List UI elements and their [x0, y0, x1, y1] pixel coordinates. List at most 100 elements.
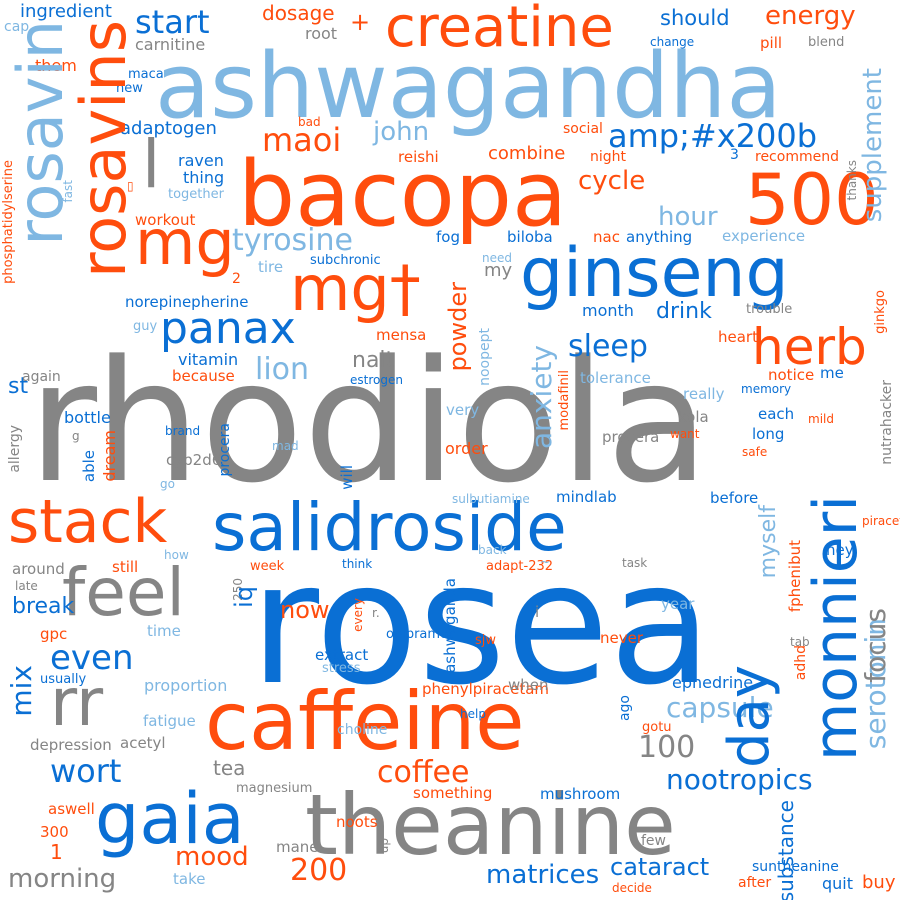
word-experience: experience	[722, 227, 806, 245]
word-vitamin: vitamin	[178, 350, 239, 369]
word-ashwaganda: ashwaganda	[441, 578, 459, 673]
word-trouble: trouble	[746, 302, 793, 317]
word-noots: 300	[40, 823, 69, 841]
word-carnitine: carnitine	[135, 35, 206, 54]
word-my: my	[484, 260, 513, 281]
word-rr: rr	[50, 664, 104, 741]
word-reishi: reishi	[398, 148, 439, 166]
word-tyrosine: tyrosine	[232, 223, 353, 258]
word-r-dot: i	[535, 603, 540, 621]
word-tab: sjw	[475, 633, 497, 648]
word-2: 2	[232, 271, 241, 287]
word-mood: 1	[50, 840, 63, 864]
word-l: l	[142, 126, 161, 203]
word-them: them	[35, 56, 77, 75]
word-dream: dream	[100, 430, 119, 482]
word-coffee: wort	[50, 752, 122, 790]
word-workout: workout	[135, 211, 196, 229]
word-help: fatigue	[143, 712, 196, 730]
word-now: break	[12, 594, 75, 619]
word-fast: fast	[61, 180, 75, 203]
word-mushroom: something	[413, 784, 493, 802]
word-3: 3	[730, 147, 739, 163]
word-g: g	[72, 429, 80, 443]
word-tolerance: tolerance	[580, 369, 651, 387]
word-serotonin: before	[710, 489, 759, 507]
word-noopept: noopept	[477, 328, 493, 386]
word-gaia: gaia	[95, 778, 245, 860]
word-task: adapt-232	[486, 559, 554, 574]
word-rosavin: rosavin	[4, 20, 77, 246]
word-mad: brand	[165, 424, 201, 438]
word-every: time	[147, 622, 181, 640]
word-want: long	[752, 425, 785, 443]
word-estrogen: estrogen	[350, 373, 403, 387]
word-dosage: dosage	[262, 1, 335, 25]
word-need: need	[482, 251, 512, 265]
word-usually: never	[600, 629, 644, 647]
word-back: how	[164, 548, 189, 562]
word-theanine: theanine	[305, 776, 676, 874]
word-caffeine: caffeine	[205, 675, 525, 768]
word-mg-dagger: mg†	[290, 252, 421, 325]
word-modafinil: modafinil	[557, 370, 572, 431]
word-long: procera	[602, 428, 660, 446]
word-ginseng: ginseng	[520, 234, 789, 313]
word-order: want	[670, 427, 700, 441]
word-morning: cataract	[610, 853, 710, 881]
word-start: start	[135, 3, 210, 41]
word-choline: acetyl	[120, 734, 166, 752]
word-tire: tire	[258, 258, 284, 276]
word-something: magnesium	[236, 781, 313, 796]
word-out: buy	[862, 872, 896, 893]
word-new: new	[116, 81, 143, 96]
word-bottle: bottle	[64, 408, 111, 427]
word-stress: extract	[315, 646, 369, 664]
word-anxiety: anxiety	[525, 345, 558, 450]
word-safe: order	[445, 439, 488, 458]
word-because: because	[172, 367, 235, 385]
word-rhodiola: rhodiola	[28, 324, 710, 520]
word-1: few	[641, 833, 666, 849]
word-ingredient: ingredient	[20, 1, 112, 22]
word-norepinepherine: norepinepherine	[125, 293, 249, 311]
word-never: stress	[322, 661, 361, 676]
word-supplement: supplement	[858, 68, 888, 223]
word-500: 500	[745, 159, 879, 241]
word-biloba: biloba	[507, 228, 553, 246]
word-bad: bad	[298, 115, 321, 129]
word-few: up	[377, 838, 391, 854]
word-again: again	[22, 369, 61, 385]
word-guy: guy	[133, 319, 158, 334]
word-phosphatidylserine: phosphatidylserine	[1, 160, 16, 284]
word-how: piracetam	[862, 514, 900, 528]
word-energy: energy	[765, 1, 856, 31]
word-combine: combine	[488, 143, 566, 164]
word-iq: now	[280, 596, 330, 624]
word-300: aswell	[48, 800, 95, 818]
word-opipramol: every	[351, 598, 365, 632]
word-month: month	[582, 301, 634, 320]
word-maca: maca	[128, 67, 164, 82]
word-think: week	[250, 559, 285, 574]
word-mild: mild	[808, 412, 834, 426]
word-sleep: sleep	[568, 329, 648, 364]
word-decide: take	[173, 870, 206, 888]
word-john: john	[373, 117, 430, 147]
word-st: st	[8, 374, 29, 399]
word-cycle: cycle	[578, 166, 646, 196]
word-social: social	[563, 121, 603, 137]
word-notice: notice	[768, 366, 815, 384]
word-kola: kola	[678, 408, 709, 426]
word-mane: mood	[175, 842, 249, 872]
word-adapt-232: think	[342, 557, 373, 571]
word-together: together	[168, 187, 224, 202]
word-nalt: nalt	[352, 348, 395, 373]
word-capsule: substance	[774, 800, 798, 900]
word-fatigue: mix	[5, 665, 38, 717]
word-day: day	[717, 665, 782, 769]
word-mindlab: sulbutiamine	[452, 492, 530, 506]
word-cap: cap	[4, 19, 30, 35]
word-wort: 100	[638, 730, 696, 765]
word-hour: hour	[658, 202, 718, 232]
